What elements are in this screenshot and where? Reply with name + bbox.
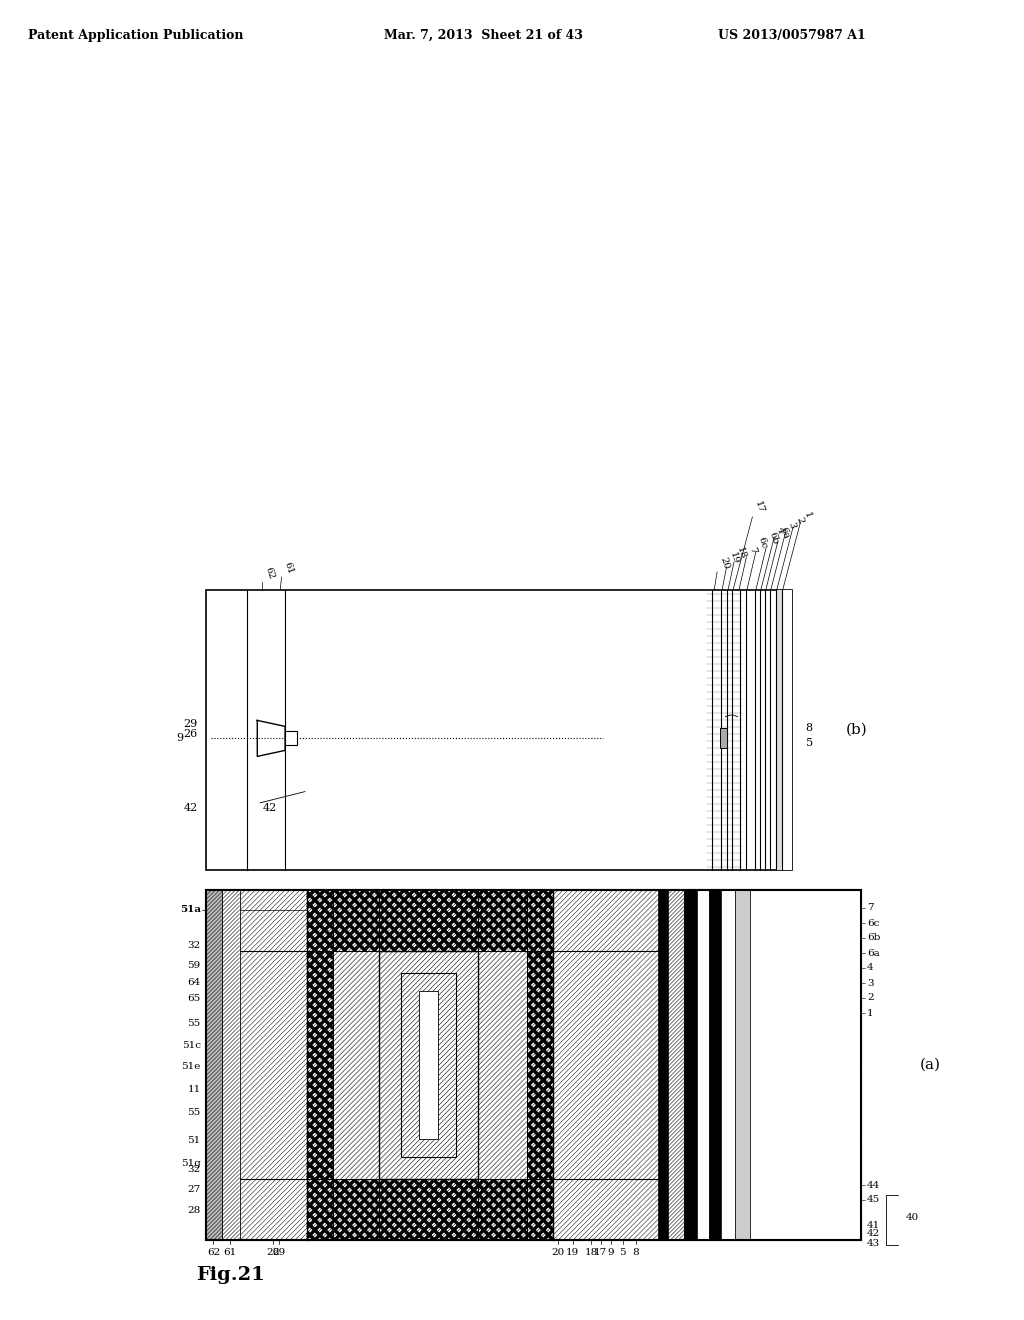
Bar	[222, 890, 240, 1239]
Text: 55: 55	[187, 1019, 201, 1027]
Text: 61: 61	[223, 1247, 237, 1257]
Text: 62: 62	[207, 1247, 220, 1257]
Text: 3: 3	[867, 978, 873, 987]
Text: 29: 29	[183, 719, 198, 730]
Bar	[720, 729, 727, 748]
Text: 5: 5	[806, 738, 813, 748]
Text: 40: 40	[906, 1213, 920, 1222]
Bar	[206, 590, 792, 870]
Bar	[206, 890, 861, 1239]
Text: 6a: 6a	[778, 525, 791, 540]
Text: 5: 5	[620, 1247, 626, 1257]
Text: 41: 41	[867, 1221, 881, 1229]
Bar	[657, 890, 668, 1239]
Text: 42: 42	[263, 804, 278, 813]
Text: 32: 32	[187, 1166, 201, 1175]
Text: 65: 65	[187, 994, 201, 1003]
Text: 20: 20	[552, 1247, 565, 1257]
Text: 6c: 6c	[757, 536, 769, 550]
Text: 55: 55	[187, 1107, 201, 1117]
Bar	[684, 890, 697, 1239]
Text: US 2013/0057987 A1: US 2013/0057987 A1	[718, 29, 865, 41]
Text: 29: 29	[272, 1247, 286, 1257]
Bar	[206, 890, 222, 1239]
Bar	[776, 590, 781, 870]
Text: 17: 17	[754, 500, 766, 515]
Text: 7: 7	[867, 903, 873, 912]
Text: 51a: 51a	[179, 906, 201, 915]
Text: 1: 1	[802, 511, 812, 520]
Text: 42: 42	[867, 1229, 881, 1238]
Text: 11: 11	[187, 1085, 201, 1094]
Text: 27: 27	[187, 1185, 201, 1193]
Text: 32: 32	[187, 941, 201, 950]
Text: Patent Application Publication: Patent Application Publication	[29, 29, 244, 41]
Text: 7: 7	[748, 546, 758, 554]
Text: 4: 4	[867, 964, 873, 973]
Bar	[334, 952, 526, 1179]
Text: 2: 2	[794, 516, 805, 525]
Bar	[419, 991, 438, 1139]
Text: 17: 17	[594, 1247, 607, 1257]
Bar	[668, 890, 684, 1239]
Text: 64: 64	[187, 978, 201, 987]
Text: 19: 19	[566, 1247, 580, 1257]
Text: 51c: 51c	[181, 1041, 201, 1051]
Text: 18: 18	[735, 545, 748, 560]
Text: Fig.21: Fig.21	[196, 1266, 264, 1284]
Text: 6a: 6a	[867, 949, 880, 957]
Text: Mar. 7, 2013  Sheet 21 of 43: Mar. 7, 2013 Sheet 21 of 43	[384, 29, 583, 41]
Bar	[206, 890, 861, 1239]
Text: 19: 19	[727, 550, 740, 565]
Bar	[781, 590, 792, 870]
Text: 6b: 6b	[767, 531, 779, 545]
Text: 3: 3	[786, 521, 797, 531]
Text: (b): (b)	[845, 723, 867, 737]
Text: 45: 45	[867, 1196, 881, 1204]
Bar	[709, 890, 721, 1239]
Text: 4: 4	[775, 527, 785, 535]
Text: 8: 8	[806, 723, 813, 734]
Bar	[735, 890, 750, 1239]
Text: 44: 44	[867, 1180, 881, 1189]
Text: 26: 26	[183, 730, 198, 739]
Bar	[721, 890, 735, 1239]
Text: 26: 26	[266, 1247, 280, 1257]
Text: 42: 42	[183, 804, 198, 813]
Text: 51e: 51e	[181, 1063, 201, 1072]
Bar	[379, 952, 477, 1179]
Text: 6b: 6b	[867, 933, 881, 942]
Text: 62: 62	[263, 565, 275, 579]
Text: 18: 18	[585, 1247, 598, 1257]
Text: 28: 28	[187, 1205, 201, 1214]
Text: 51g: 51g	[181, 1159, 201, 1167]
Text: 61: 61	[283, 561, 295, 576]
Bar	[697, 890, 709, 1239]
Text: 43: 43	[867, 1239, 881, 1249]
Text: 20: 20	[718, 556, 730, 570]
Bar	[285, 731, 297, 746]
Text: 2: 2	[867, 994, 873, 1002]
Text: 59: 59	[187, 961, 201, 970]
Text: 1: 1	[867, 1008, 873, 1018]
Text: 51: 51	[187, 1135, 201, 1144]
Text: 9: 9	[177, 734, 183, 743]
Text: 6c: 6c	[867, 919, 880, 928]
Bar	[750, 890, 861, 1239]
Bar	[401, 973, 456, 1156]
Text: 8: 8	[633, 1247, 639, 1257]
Text: (a): (a)	[921, 1059, 941, 1072]
Text: 9: 9	[607, 1247, 614, 1257]
